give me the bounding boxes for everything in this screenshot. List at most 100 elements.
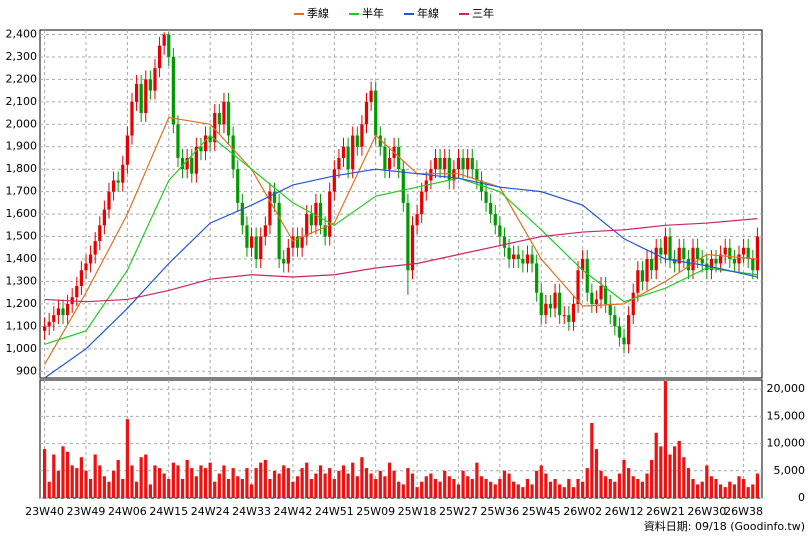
candle-body [226,101,231,136]
volume-bar [130,465,134,498]
candle-body [383,146,387,170]
candle-body [581,259,585,271]
volume-bar [737,476,741,498]
volume-bar [245,468,249,498]
x-tick-label: 25W09 [356,505,395,518]
candle-body [415,214,419,226]
volume-bar [433,478,438,498]
candle-body [571,303,576,322]
volume-bar [415,487,419,498]
volume-bar [723,487,727,498]
volume-bar [116,459,120,498]
candle-body [337,157,341,170]
candle-body [732,259,737,264]
y-tick-label: 1,800 [6,162,38,175]
volume-bar [521,487,525,498]
candle-body [125,135,129,165]
x-tick-label: 25W45 [522,505,561,518]
legend-label: 三年 [472,6,494,20]
candle-body [291,236,295,248]
volume-bar [746,487,750,498]
candle-body [466,157,470,170]
candle-body [282,259,286,264]
candle-body [134,83,139,102]
ma-line [44,116,758,365]
y-tick-label: 2,200 [6,72,38,85]
volume-bar [507,473,511,498]
candle-body [341,146,346,158]
volume-bar [608,478,612,498]
volume-tick-label: 20,000 [767,382,806,395]
candle-body [222,101,226,125]
candle-body [433,157,438,170]
candle-body [484,191,488,203]
volume-bar [461,470,465,498]
volume-bar [171,462,175,498]
candle-body [627,315,631,345]
volume-bar [535,470,539,498]
x-tick-label: 26W21 [646,505,685,518]
candle-body [171,56,175,125]
volume-tick-label: 15,000 [767,409,806,422]
candle-body [654,247,658,271]
candle-body [240,202,244,226]
volume-bar [466,476,470,498]
volume-bar [401,484,405,498]
candle-body [88,254,93,264]
candle-body [631,292,635,316]
candle-body [576,270,580,304]
volume-bar [134,481,139,498]
volume-bar [544,473,548,498]
candle-body [93,241,97,255]
x-tick-label: 24W42 [273,505,312,518]
candle-body [516,254,520,260]
volume-bar [700,481,704,498]
candle-body [231,135,235,170]
volume-bar [272,470,277,498]
candle-body [461,157,465,170]
volume-bar [525,478,530,498]
candle-body [387,157,392,170]
candle-body [314,202,318,226]
volume-bar [332,478,336,498]
candle-body [447,157,451,181]
volume-bar [323,473,327,498]
volume-bar [447,476,451,498]
volume-bar [443,470,447,498]
candle-body [360,124,364,147]
volume-bar [456,484,461,498]
candle-body [696,247,700,260]
candle-body [217,113,221,125]
volume-bar [663,381,668,498]
volume-bar [282,465,286,498]
candle-body [663,236,668,255]
volume-bar [305,462,309,498]
candle-body [249,236,254,248]
candle-body [144,79,148,114]
candle-body [111,180,116,192]
candle-body [323,225,327,237]
volume-bar [489,481,493,498]
volume-bar [52,454,56,498]
volume-bar [548,481,553,498]
candle-body [355,135,359,147]
volume-bar [613,481,617,498]
volume-bar [318,465,323,498]
candle-body [590,292,594,304]
volume-bar [254,468,258,498]
candle-body [452,169,456,181]
volume-bar [194,476,198,498]
volume-bar [111,470,116,498]
x-tick-label: 24W33 [232,505,271,518]
candle-body [741,247,746,255]
volume-bar [631,476,635,498]
candle-body [102,209,106,226]
volume-bar [249,484,254,498]
volume-tick-label: 5,000 [774,464,806,477]
x-tick-label: 24W24 [191,505,230,518]
candle-body [562,315,566,317]
volume-bar [562,487,566,498]
candle-body [107,191,111,210]
x-tick-label: 25W36 [480,505,519,518]
volume-bar [346,473,350,498]
